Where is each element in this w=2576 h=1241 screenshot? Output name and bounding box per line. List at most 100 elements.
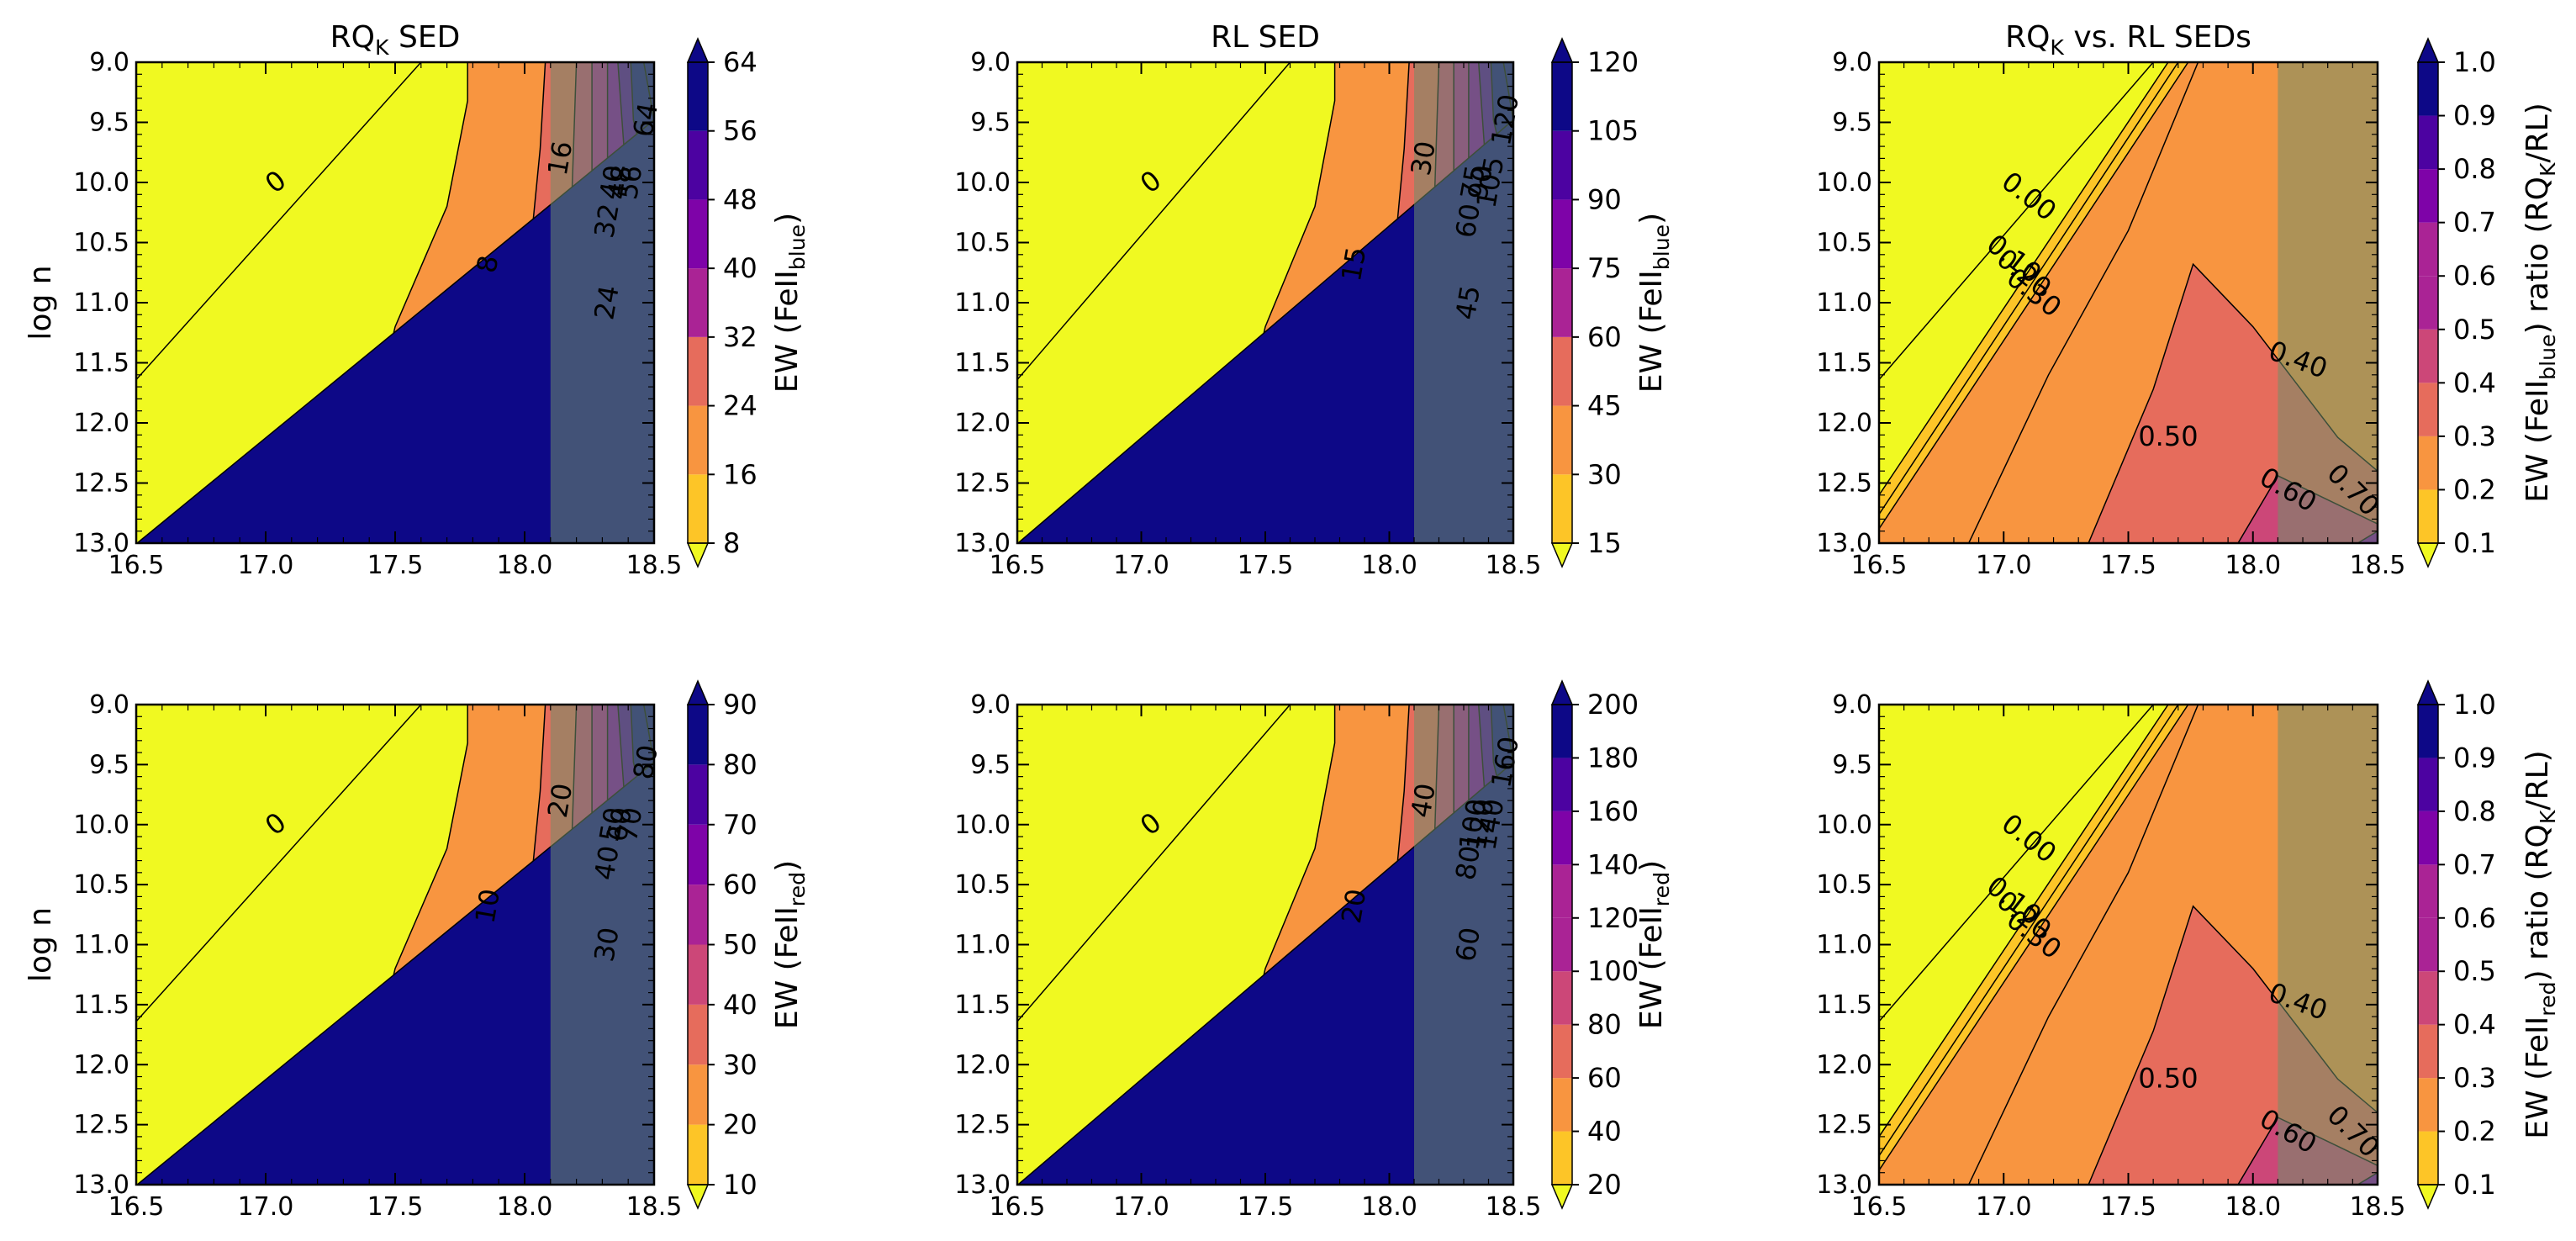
colorbar-tick-label: 60	[1587, 321, 1622, 353]
y-tick-label: 10.0	[1816, 811, 1872, 840]
shaded-region	[1414, 705, 1513, 1185]
x-axis: 16.5 17.0 17.5 18.0 18.5	[990, 62, 1542, 580]
y-tick-label: 9.5	[89, 750, 129, 779]
colorbar-label: EW (FeIIred) ratio (RQK/RL)	[2521, 750, 2560, 1138]
y-tick-label: 9.0	[1832, 48, 1872, 77]
y-tick-label: 10.5	[1816, 229, 1872, 258]
contour-label-3: 45	[1449, 283, 1486, 322]
colorbar-segment	[2418, 917, 2438, 972]
contour-label-3: 60	[1449, 925, 1486, 964]
colorbar-extend-max	[2416, 37, 2440, 63]
contour-label-5: 50	[593, 805, 630, 844]
colorbar-segment	[1552, 971, 1572, 1025]
y-tick-label: 10.0	[73, 168, 129, 198]
y-axis: 9.0 9.5 10.0 10.5 11.0 11.5 12.0 12.5 13.0	[1816, 690, 2378, 1200]
x-tick-label: 18.5	[1486, 551, 1542, 580]
x-tick-label: 16.5	[990, 551, 1046, 580]
colorbar-tick-label: 0.1	[2453, 1169, 2496, 1201]
x-axis: 16.5 17.0 17.5 18.0 18.5	[1851, 62, 2405, 580]
contour-label-5: 40	[593, 162, 630, 202]
contour-label-4: 80	[1449, 843, 1486, 883]
colorbar-segment	[2418, 1078, 2438, 1132]
colorbar-segment	[688, 885, 708, 945]
y-tick-label: 9.5	[970, 750, 1011, 779]
colorbar-tick-label: 50	[723, 929, 757, 961]
colorbar-tick-label: 40	[723, 989, 757, 1021]
contour-label-5: 75	[1454, 162, 1491, 202]
y-tick-label: 11.0	[73, 288, 129, 318]
y-tick-label: 11.0	[1816, 931, 1872, 960]
x-tick-label: 16.5	[108, 1192, 165, 1222]
y-axis-label: log n	[24, 907, 58, 982]
colorbar-tick-label: 56	[723, 115, 757, 147]
y-axis: 9.0 9.5 10.0 10.5 11.0 11.5 12.0 12.5 13.0	[1816, 48, 2378, 558]
y-tick-label: 10.0	[954, 811, 1011, 840]
colorbar-segment	[1552, 130, 1572, 200]
y-tick-label: 11.5	[73, 990, 129, 1020]
colorbar-tick-label: 90	[723, 689, 757, 721]
shaded-region	[2278, 705, 2378, 1185]
colorbar-tick-label: 0.4	[2453, 1009, 2496, 1041]
x-tick-label: 17.5	[2100, 1192, 2156, 1222]
colorbar-label: EW (FeIIblue)	[770, 213, 810, 393]
colorbar-tick-label: 40	[723, 252, 757, 284]
x-tick-label: 17.5	[2100, 551, 2156, 580]
x-tick-label: 17.5	[367, 551, 424, 580]
colorbar-segment	[2418, 864, 2438, 918]
y-tick-label: 10.5	[954, 229, 1011, 258]
x-tick-label: 17.0	[238, 1192, 294, 1222]
contour-fill	[136, 62, 654, 543]
shaded-region	[2278, 62, 2378, 543]
colorbar-segment	[1552, 1024, 1572, 1079]
colorbar-segment	[2418, 705, 2438, 758]
contour-label-6: 60	[601, 805, 638, 844]
y-axis: 9.0 9.5 10.0 10.5 11.0 11.5 12.0 12.5 13.0	[954, 48, 1513, 558]
contour-fill	[1017, 62, 1513, 543]
contour-label-8: 64	[627, 100, 664, 140]
y-tick-label: 11.0	[954, 288, 1011, 318]
contour-label-1: 20	[1335, 886, 1372, 926]
colorbar-tick-label: 8	[723, 527, 740, 559]
contour-label-2: 20	[541, 781, 578, 821]
x-tick-label: 18.0	[2225, 1192, 2281, 1222]
contour-fill	[1017, 705, 1513, 1185]
colorbar-segment	[688, 405, 708, 475]
y-tick-label: 9.0	[1832, 690, 1872, 720]
y-tick-label: 13.0	[954, 529, 1011, 558]
colorbar-tick-label: 30	[723, 1048, 757, 1080]
x-tick-label: 17.5	[1238, 1192, 1294, 1222]
x-tick-label: 18.5	[2350, 1192, 2406, 1222]
colorbar-segment	[688, 705, 708, 765]
x-tick-label: 18.0	[497, 551, 553, 580]
shaded-region	[1414, 62, 1513, 543]
x-axis: 16.5 17.0 17.5 18.0 18.5	[108, 705, 682, 1222]
y-tick-label: 12.0	[1816, 1050, 1872, 1080]
y-tick-label: 11.5	[1816, 349, 1872, 378]
y-tick-label: 11.0	[954, 931, 1011, 960]
colorbar: 10 20 30 40 50 60 70 80 90 EW (FeIIred)	[686, 679, 810, 1210]
contour-label-4: 32	[588, 201, 625, 240]
y-tick-label: 12.5	[954, 1111, 1011, 1140]
colorbar-extend-min	[686, 1184, 710, 1210]
contour-label-4: 40	[588, 843, 625, 883]
colorbar-tick-label: 0.6	[2453, 260, 2496, 292]
colorbar-segment	[688, 268, 708, 337]
colorbar-segment	[1552, 336, 1572, 406]
colorbar-tick-label: 0.6	[2453, 902, 2496, 934]
colorbar-tick-label: 60	[723, 869, 757, 900]
colorbar-tick-label: 16	[723, 458, 757, 490]
colorbar-tick-label: 0.5	[2453, 314, 2496, 346]
colorbar-segment	[1552, 917, 1572, 972]
colorbar-segment	[688, 474, 708, 543]
y-tick-label: 9.5	[970, 108, 1011, 138]
contour-label-1: 15	[1335, 245, 1372, 284]
colorbar-tick-label: 0.9	[2453, 100, 2496, 132]
colorbar-segment	[2418, 1131, 2438, 1185]
x-tick-label: 16.5	[1851, 551, 1908, 580]
colorbar-segment	[1552, 758, 1572, 811]
colorbar-segment	[688, 62, 708, 131]
